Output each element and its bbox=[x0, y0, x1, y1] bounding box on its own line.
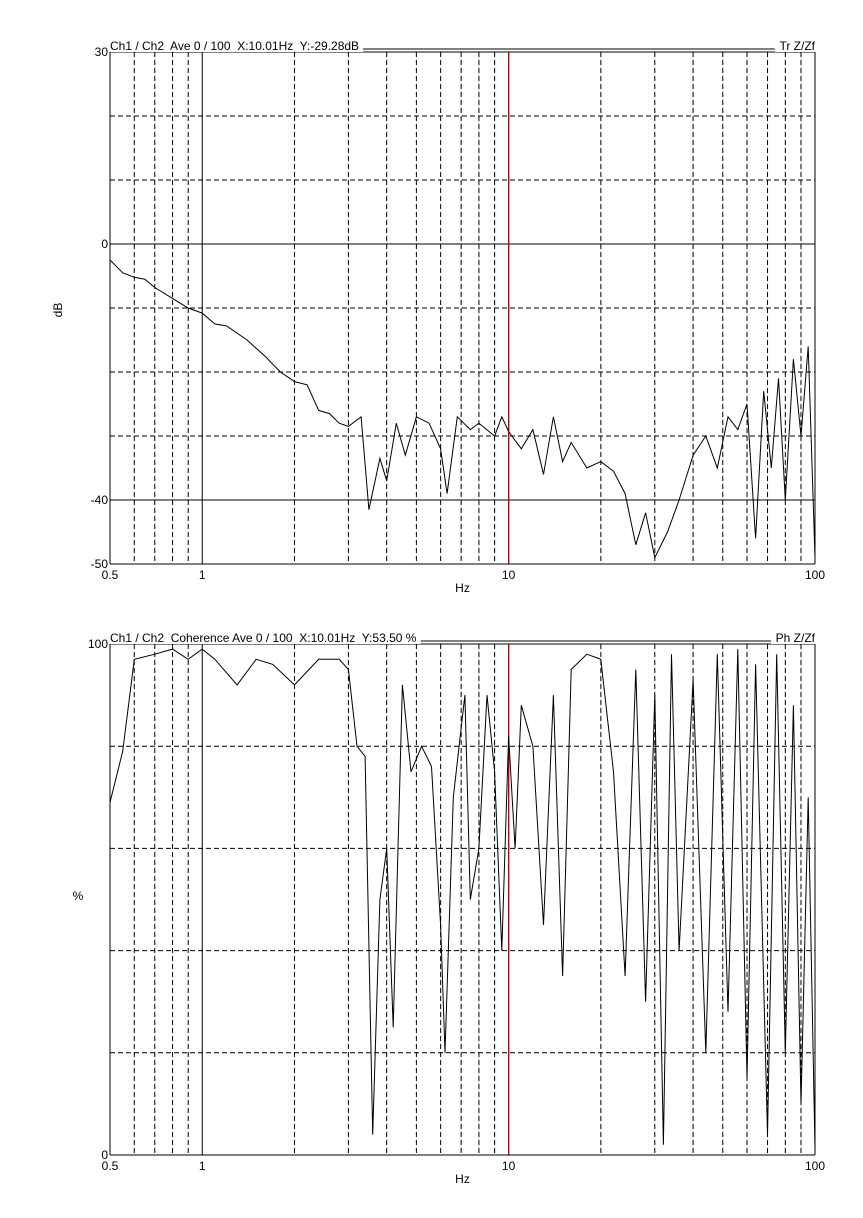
y-tick-label: 0 bbox=[101, 237, 108, 251]
x-tick-label: 1 bbox=[199, 568, 206, 582]
y-tick-label: 0 bbox=[101, 1148, 108, 1162]
header: Ch1 / Ch2 Ave 0 / 100 X:10.01Hz Y:-29.28… bbox=[110, 39, 359, 53]
x-axis-label: Hz bbox=[455, 1172, 470, 1186]
header: Ch1 / Ch2 Coherence Ave 0 / 100 X:10.01H… bbox=[110, 631, 417, 645]
y-axis-label: dB bbox=[51, 303, 65, 318]
header-right-bg bbox=[770, 630, 817, 644]
x-tick-label: 100 bbox=[805, 1159, 825, 1173]
header-bg bbox=[108, 630, 421, 644]
x-tick-label: 0.5 bbox=[102, 568, 119, 582]
data-line bbox=[109, 259, 816, 560]
y-tick-label: 30 bbox=[95, 45, 109, 59]
y-tick-label: -50 bbox=[91, 557, 109, 571]
x-tick-label: 100 bbox=[805, 568, 825, 582]
x-axis-label: Hz bbox=[455, 581, 470, 595]
data-line bbox=[109, 648, 816, 1150]
header-right: Ph Z/Zf bbox=[776, 631, 816, 645]
x-tick-label: 10 bbox=[502, 568, 516, 582]
y-tick-label: 100 bbox=[88, 637, 108, 651]
x-tick-label: 10 bbox=[502, 1159, 516, 1173]
y-tick-label: -40 bbox=[91, 493, 109, 507]
x-tick-label: 0.5 bbox=[102, 1159, 119, 1173]
x-tick-label: 1 bbox=[199, 1159, 206, 1173]
y-axis-label: % bbox=[73, 889, 84, 903]
plot: 0.5 1 10 100 -50 -40 0 30 Ch1 / Ch2 Ave 0 / 100 … bbox=[51, 38, 825, 595]
header-right: Tr Z/Zf bbox=[779, 39, 815, 53]
header-right-bg bbox=[774, 38, 817, 52]
header-bg bbox=[108, 38, 364, 52]
